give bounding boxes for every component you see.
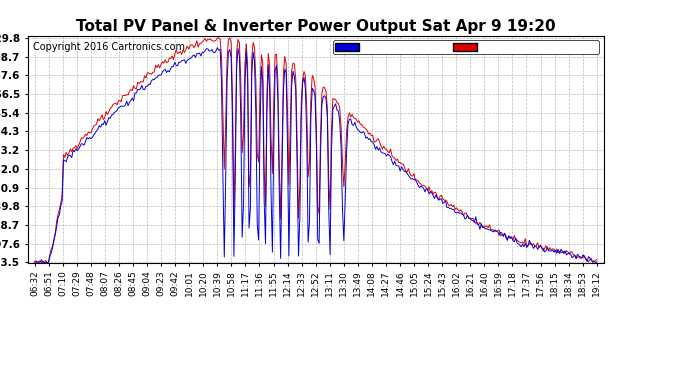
Text: Copyright 2016 Cartronics.com: Copyright 2016 Cartronics.com [33,42,186,52]
Title: Total PV Panel & Inverter Power Output Sat Apr 9 19:20: Total PV Panel & Inverter Power Output S… [76,20,555,34]
Legend: Grid (AC Watts), PV Panels (DC Watts): Grid (AC Watts), PV Panels (DC Watts) [333,40,599,54]
